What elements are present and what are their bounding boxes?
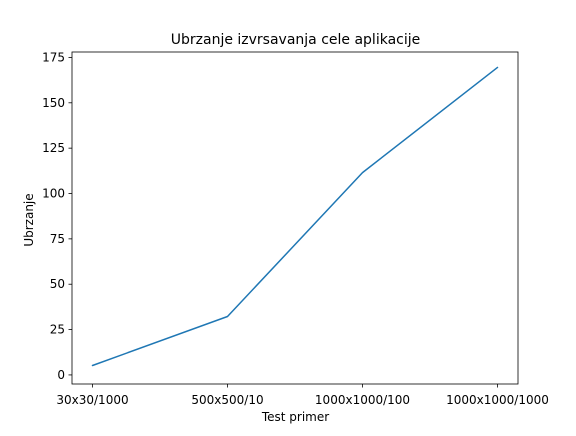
x-tick-label: 30x30/1000: [56, 393, 128, 407]
chart-title: Ubrzanje izvrsavanja cele aplikacije: [171, 32, 421, 48]
y-tick-label: 100: [42, 187, 65, 201]
y-tick-label: 75: [50, 232, 65, 246]
y-axis-label: Ubrzanje: [22, 193, 36, 246]
x-tick-label: 1000x1000/1000: [446, 393, 549, 407]
y-tick-label: 50: [50, 277, 65, 291]
y-tick-label: 0: [57, 368, 65, 382]
y-tick-label: 125: [42, 141, 65, 155]
y-tick-label: 150: [42, 96, 65, 110]
plot-area: 0 25 50 75 100 125 150 175 30x30/1000 500x500/10 1…: [42, 50, 549, 407]
plot-frame: [71, 51, 519, 385]
x-tick-label: 500x500/10: [191, 393, 263, 407]
y-tick-label: 175: [42, 50, 65, 64]
x-axis-label: Test primer: [261, 410, 329, 424]
x-tick-label: 1000x1000/100: [315, 393, 410, 407]
y-tick-label: 25: [50, 323, 65, 337]
series-line-0: [91, 66, 499, 367]
